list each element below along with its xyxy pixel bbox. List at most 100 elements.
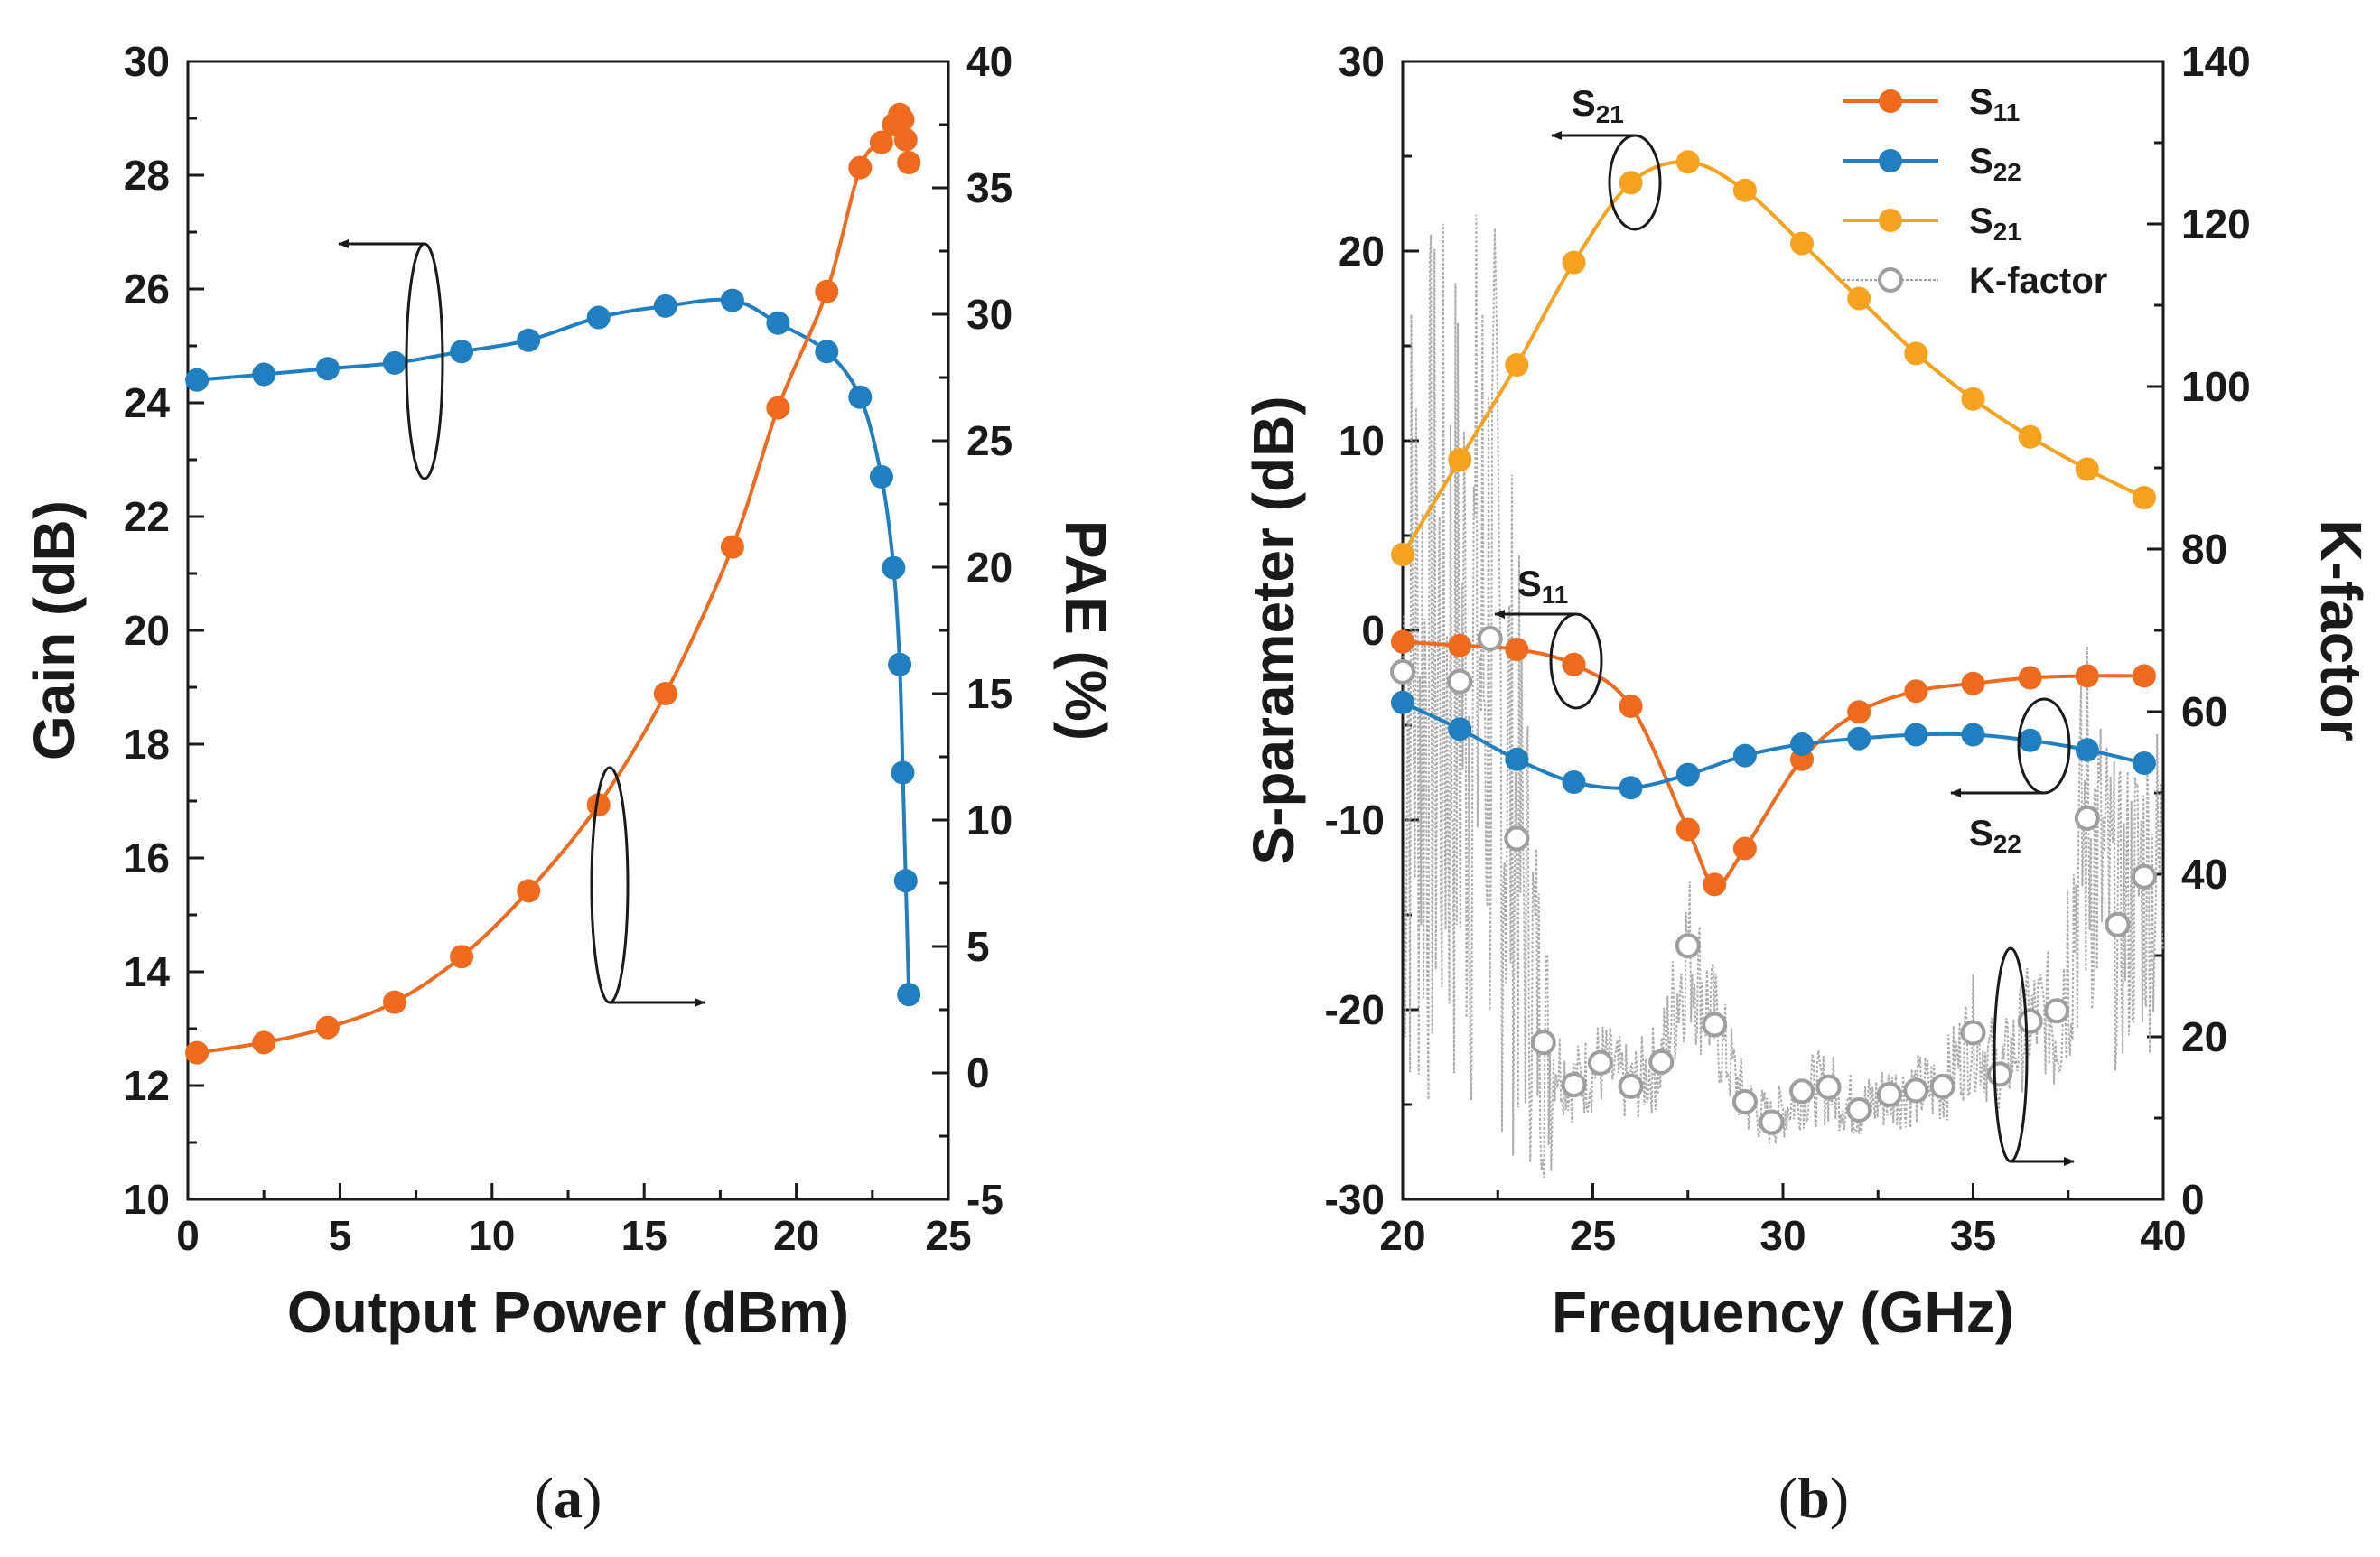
data-point: [586, 305, 611, 330]
y2-tick-label: 120: [2181, 200, 2251, 247]
x-tick-label: 40: [2140, 1212, 2186, 1259]
data-point: [1846, 1097, 1872, 1123]
data-point: [1675, 817, 1700, 842]
data-point: [1904, 723, 1928, 747]
legend-entry: K-factor: [1843, 261, 2107, 301]
y2-tick-label: 30: [966, 291, 1013, 338]
series-s21: [1391, 150, 2156, 566]
tick-labels: 0 5 10 15 20 25 10 12 14 16 18 20 22 24 26 28 30 -5 0 5 10 15…: [124, 38, 1013, 1259]
legend-label: S22: [1969, 142, 2021, 186]
y2-tick-label: 15: [966, 670, 1013, 717]
annotations: S21 S11 S22: [1494, 84, 2075, 1166]
data-point: [1675, 933, 1701, 959]
y-tick-label: -10: [1325, 797, 1385, 844]
y2-tick-label: 100: [2181, 363, 2251, 410]
series-line-gain: [196, 297, 911, 995]
x-tick-label: 20: [1379, 1212, 1425, 1259]
series-gain: [185, 288, 921, 1007]
x-tick-label: 25: [1570, 1212, 1616, 1259]
data-point: [2074, 805, 2100, 831]
y-axis-title: Gain (dB): [22, 500, 87, 760]
data-point: [1619, 171, 1643, 195]
data-point: [1562, 770, 1586, 794]
data-point: [869, 130, 893, 154]
plot-frame: [186, 60, 950, 1201]
y-tick-label: 16: [124, 834, 170, 881]
data-point: [2132, 664, 2156, 688]
y2-tick-label: 20: [2181, 1013, 2227, 1060]
data-point: [252, 362, 276, 387]
tick-labels: 20 25 30 35 40 -30 -20 -10 0 10 20 30 0 20 40 60 80 100 12…: [1325, 38, 2251, 1259]
data-point: [897, 151, 921, 174]
y2-tick-label: 5: [966, 923, 990, 970]
data-point: [1904, 679, 1928, 704]
data-point: [450, 340, 474, 364]
data-point: [185, 368, 210, 392]
data-point: [517, 879, 541, 903]
data-point: [1903, 1077, 1929, 1104]
series-pae: [185, 102, 921, 1065]
y2-tick-label: 40: [2181, 851, 2227, 898]
legend-marker: [1879, 89, 1902, 113]
data-point: [2075, 457, 2099, 481]
data-point: [383, 350, 406, 375]
y2-tick-label: 10: [966, 797, 1013, 844]
data-point: [1847, 286, 1871, 311]
data-point: [2018, 666, 2042, 690]
y2-tick-label: 0: [966, 1049, 990, 1096]
data-point: [1961, 723, 1985, 747]
series-s22: [1391, 690, 2156, 800]
y-tick-label: 22: [124, 493, 170, 540]
data-point: [2132, 486, 2156, 509]
data-point: [1448, 633, 1472, 657]
series-k-factor: [1390, 626, 2157, 1135]
legend-marker: [1878, 267, 1903, 293]
data-point: [848, 385, 873, 409]
data-point: [897, 983, 921, 1007]
data-point: [252, 1030, 276, 1055]
caption-b: (b): [1778, 1466, 1849, 1530]
data-point: [848, 155, 873, 180]
y-tick-label: 20: [124, 607, 170, 654]
data-point: [1960, 1020, 1986, 1046]
y2-tick-label: 0: [2181, 1176, 2205, 1223]
y2-tick-label: 140: [2181, 38, 2251, 85]
data-point: [2105, 911, 2131, 937]
data-point: [869, 464, 893, 489]
data-point: [720, 288, 744, 312]
data-point: [1929, 1073, 1955, 1099]
data-point: [1504, 825, 1530, 852]
x-tick-label: 25: [925, 1212, 971, 1259]
data-point: [315, 1015, 340, 1040]
data-point: [1619, 776, 1643, 800]
data-point: [1759, 1109, 1785, 1135]
data-point: [882, 555, 906, 580]
y2-axis-title: PAE (%): [1053, 520, 1118, 741]
caption-a: (a): [535, 1466, 602, 1530]
y2-tick-label: -5: [966, 1176, 1003, 1223]
data-point: [517, 328, 541, 352]
y2-tick-label: 40: [966, 38, 1013, 85]
data-point: [1562, 652, 1586, 676]
data-point: [1505, 638, 1529, 661]
data-point: [891, 760, 915, 785]
data-point: [450, 945, 474, 969]
data-point: [1561, 1072, 1587, 1098]
k-factor-trace: [1402, 214, 2164, 1179]
y-tick-label: 10: [1339, 417, 1385, 464]
y-tick-label: 10: [124, 1176, 170, 1223]
y-tick-label: 26: [124, 266, 170, 312]
y2-tick-label: 25: [966, 417, 1013, 464]
data-point: [2131, 863, 2157, 890]
x-tick-label: 20: [773, 1212, 819, 1259]
data-point: [1790, 732, 1814, 756]
legend-label: S11: [1969, 82, 2020, 126]
data-point: [1876, 1081, 1902, 1107]
y-axis-title: S-parameter (dB): [1241, 396, 1306, 864]
y-tick-label: -20: [1325, 986, 1385, 1033]
data-point: [1789, 1078, 1815, 1105]
chart-panel-a: 0 5 10 15 20 25 10 12 14 16 18 20 22 24 26 28 30 -5 0 5 10 15…: [22, 38, 1118, 1345]
data-point: [1477, 626, 1503, 651]
y-tick-label: 18: [124, 721, 170, 768]
